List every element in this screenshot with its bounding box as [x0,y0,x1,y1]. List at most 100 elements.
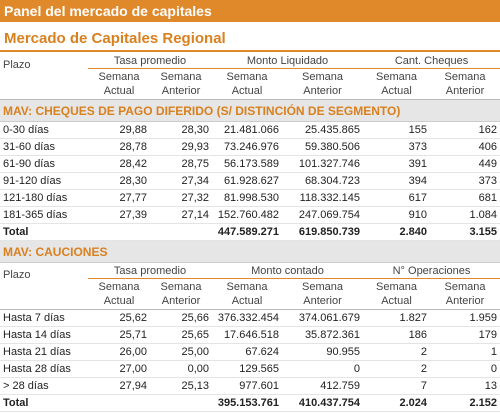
blank-cell [150,223,212,241]
cell: 13 [430,377,500,395]
sub-header: Semana Anterior [430,68,500,100]
sub-header: Semana Actual [363,278,430,310]
data-row: > 28 días 27,94 25,13 977.601 412.759 7 13 [0,377,500,395]
cell: 28,75 [150,155,212,173]
total-cell: 2.152 [430,394,500,412]
sub-header-row: Semana Actual Semana Anterior Semana Actua… [0,278,500,310]
row-label: Hasta 7 días [0,309,88,327]
group-header: Monto Liquidado [212,53,363,69]
cell: 26,00 [88,343,150,361]
cell: 373 [430,172,500,190]
cell: 179 [430,326,500,344]
data-row: 91-120 días 28,30 27,34 61.928.627 68.304.72… [0,172,500,190]
cell: 27,14 [150,206,212,224]
market-table: Plazo Tasa promedio Monto Liquidado Cant. C… [0,53,500,412]
sub-header: Semana Actual [88,68,150,100]
cell: 25,62 [88,309,150,327]
cell: 56.173.589 [212,155,282,173]
cell: 73.246.976 [212,138,282,156]
cell: 29,88 [88,121,150,139]
section-title: MAV: CHEQUES DE PAGO DIFERIDO (S/ DISTIN… [0,99,500,122]
row-label: 181-365 días [0,206,88,224]
cell: 21.481.066 [212,121,282,139]
blank-cell [88,394,150,412]
subtitle: Mercado de Capitales Regional [4,30,226,47]
group-header: N° Operaciones [363,262,500,279]
sub-header: Semana Actual [363,68,430,100]
total-cell: 2.024 [363,394,430,412]
sub-header: Semana Anterior [430,278,500,310]
data-row: 121-180 días 27,77 27,32 81.998.530 118.332.… [0,189,500,207]
cell: 681 [430,189,500,207]
sub-header: Semana Actual [212,68,282,100]
cell: 152.760.482 [212,206,282,224]
cell: 17.646.518 [212,326,282,344]
cell: 391 [363,155,430,173]
cell: 28,78 [88,138,150,156]
data-row: 0-30 días 29,88 28,30 21.481.066 25.435.865 1… [0,121,500,139]
data-row: Hasta 14 días 25,71 25,65 17.646.518 35.872.… [0,326,500,344]
row-label: > 28 días [0,377,88,395]
cell: 376.332.454 [212,309,282,327]
cell: 101.327.746 [282,155,363,173]
cell: 0,00 [150,360,212,378]
cell: 910 [363,206,430,224]
cell: 0 [430,360,500,378]
total-cell: 447.589.271 [212,223,282,241]
row-label: 61-90 días [0,155,88,173]
cell: 374.061.679 [282,309,363,327]
row-header: Plazo [0,262,88,310]
cell: 186 [363,326,430,344]
total-cell: 619.850.739 [282,223,363,241]
group-header-row: Plazo Tasa promedio Monto Liquidado Cant. C… [0,53,500,100]
cell: 25,71 [88,326,150,344]
total-row: Total 395.153.761 410.437.754 2.024 2.152 [0,394,500,412]
cell: 118.332.145 [282,189,363,207]
data-row: Hasta 7 días 25,62 25,66 376.332.454 374.061… [0,309,500,327]
cell: 67.624 [212,343,282,361]
row-label: Hasta 14 días [0,326,88,344]
cell: 2 [363,360,430,378]
row-label: 121-180 días [0,189,88,207]
cell: 28,42 [88,155,150,173]
cell: 81.998.530 [212,189,282,207]
row-label: 91-120 días [0,172,88,190]
group-header: Tasa promedio [88,262,212,279]
cell: 61.928.627 [212,172,282,190]
sub-header: Semana Actual [212,278,282,310]
total-label: Total [0,223,88,241]
sub-header: Semana Anterior [282,278,363,310]
cell: 1.827 [363,309,430,327]
cell: 27,77 [88,189,150,207]
blank-cell [150,394,212,412]
cell: 412.759 [282,377,363,395]
sub-header: Semana Anterior [150,278,212,310]
cell: 25,13 [150,377,212,395]
cell: 247.069.754 [282,206,363,224]
rule [0,50,500,52]
cell: 25.435.865 [282,121,363,139]
cell: 1.084 [430,206,500,224]
data-row: 31-60 días 28,78 29,93 73.246.976 59.380.506… [0,138,500,156]
cell: 977.601 [212,377,282,395]
row-label: 0-30 días [0,121,88,139]
total-cell: 3.155 [430,223,500,241]
row-header: Plazo [0,53,88,100]
section-row: MAV: CAUCIONES [0,240,500,263]
data-row: 181-365 días 27,39 27,14 152.760.482 247.069… [0,206,500,224]
cell: 162 [430,121,500,139]
row-label: Hasta 28 días [0,360,88,378]
cell: 449 [430,155,500,173]
cell: 394 [363,172,430,190]
sub-header: Semana Anterior [150,68,212,100]
cell: 27,39 [88,206,150,224]
cell: 25,66 [150,309,212,327]
cell: 406 [430,138,500,156]
top-bar: Panel del mercado de capitales [0,0,500,22]
data-row: 61-90 días 28,42 28,75 56.173.589 101.327.74… [0,155,500,173]
cell: 59.380.506 [282,138,363,156]
cell: 27,32 [150,189,212,207]
data-row: Hasta 28 días 27,00 0,00 129.565 0 2 0 [0,360,500,378]
sub-header: Semana Actual [88,278,150,310]
group-header: Cant. Cheques [363,53,500,69]
